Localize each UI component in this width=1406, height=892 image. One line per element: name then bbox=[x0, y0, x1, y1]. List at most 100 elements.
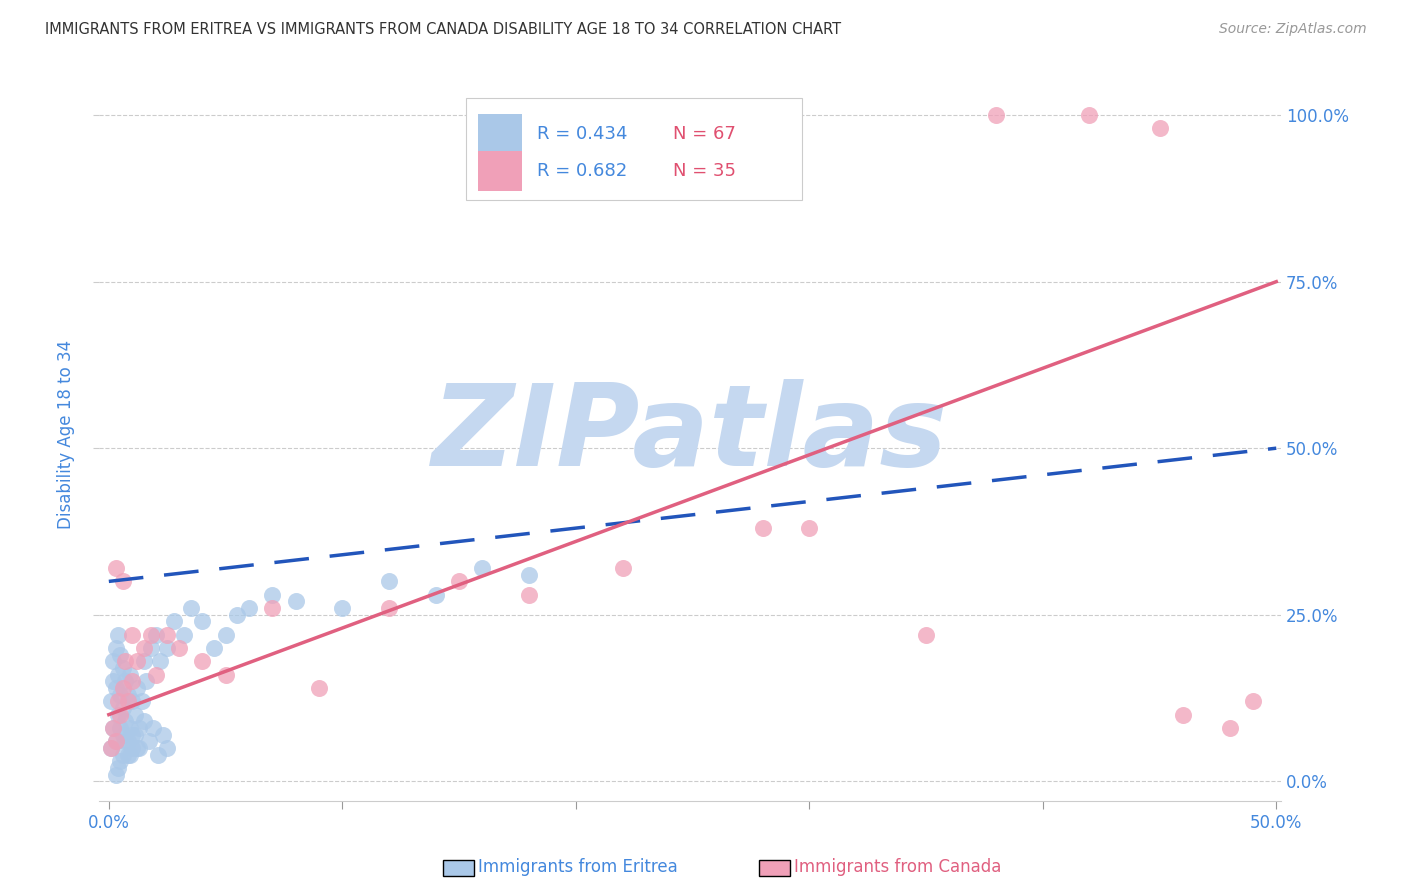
Point bbox=[107, 694, 129, 708]
Point bbox=[517, 588, 540, 602]
Point bbox=[163, 615, 186, 629]
Text: R = 0.682: R = 0.682 bbox=[537, 162, 627, 180]
Bar bbox=[478, 151, 523, 191]
Point bbox=[517, 567, 540, 582]
Point bbox=[1078, 108, 1101, 122]
Point bbox=[103, 654, 125, 668]
Point bbox=[284, 594, 307, 608]
Point bbox=[104, 681, 127, 695]
Point bbox=[915, 628, 938, 642]
Point bbox=[110, 688, 132, 702]
Point bbox=[145, 628, 167, 642]
Point bbox=[378, 601, 401, 615]
Text: N = 35: N = 35 bbox=[672, 162, 735, 180]
Point bbox=[124, 728, 146, 742]
Point bbox=[145, 667, 167, 681]
Point bbox=[471, 561, 494, 575]
Point bbox=[132, 654, 155, 668]
Point bbox=[152, 728, 174, 742]
Text: N = 67: N = 67 bbox=[672, 126, 735, 144]
Point bbox=[132, 640, 155, 655]
Point bbox=[238, 601, 260, 615]
Point bbox=[378, 574, 401, 589]
Point bbox=[121, 628, 143, 642]
Point bbox=[139, 628, 162, 642]
Point bbox=[308, 681, 330, 695]
Point bbox=[117, 694, 139, 708]
Point bbox=[117, 747, 139, 762]
Point bbox=[156, 640, 179, 655]
Point bbox=[111, 728, 134, 742]
Point bbox=[100, 740, 122, 755]
Point bbox=[146, 747, 169, 762]
FancyBboxPatch shape bbox=[465, 98, 803, 201]
Point bbox=[104, 561, 127, 575]
Point bbox=[118, 721, 141, 735]
Point bbox=[262, 601, 284, 615]
Point bbox=[117, 688, 139, 702]
Point bbox=[984, 108, 1007, 122]
Text: Immigrants from Eritrea: Immigrants from Eritrea bbox=[478, 858, 678, 876]
Point bbox=[103, 721, 125, 735]
Point bbox=[226, 607, 249, 622]
Point bbox=[1149, 121, 1171, 136]
Point bbox=[799, 521, 821, 535]
Point bbox=[139, 640, 162, 655]
Point bbox=[100, 740, 122, 755]
Point bbox=[114, 654, 136, 668]
Point bbox=[425, 588, 447, 602]
Point bbox=[191, 654, 214, 668]
Point bbox=[131, 694, 153, 708]
Point bbox=[103, 674, 125, 689]
Point bbox=[180, 601, 202, 615]
Point bbox=[125, 740, 148, 755]
Point bbox=[117, 734, 139, 748]
Point bbox=[103, 721, 125, 735]
Point bbox=[121, 674, 143, 689]
Point bbox=[114, 714, 136, 729]
Point bbox=[156, 628, 179, 642]
Point bbox=[330, 601, 353, 615]
Point bbox=[214, 667, 236, 681]
Point bbox=[173, 628, 195, 642]
Point bbox=[156, 740, 179, 755]
Point bbox=[110, 721, 132, 735]
Point bbox=[111, 747, 134, 762]
Point bbox=[104, 734, 127, 748]
Text: IMMIGRANTS FROM ERITREA VS IMMIGRANTS FROM CANADA DISABILITY AGE 18 TO 34 CORREL: IMMIGRANTS FROM ERITREA VS IMMIGRANTS FR… bbox=[45, 22, 841, 37]
Text: R = 0.434: R = 0.434 bbox=[537, 126, 627, 144]
Y-axis label: Disability Age 18 to 34: Disability Age 18 to 34 bbox=[58, 341, 75, 530]
Point bbox=[118, 747, 141, 762]
Point bbox=[111, 701, 134, 715]
Point bbox=[100, 694, 122, 708]
Point bbox=[104, 640, 127, 655]
Point bbox=[1219, 721, 1241, 735]
Point bbox=[191, 615, 214, 629]
Point bbox=[110, 707, 132, 722]
Point bbox=[111, 661, 134, 675]
Point bbox=[449, 574, 471, 589]
Point bbox=[1171, 707, 1194, 722]
Point bbox=[262, 588, 284, 602]
Point bbox=[128, 740, 150, 755]
Point bbox=[125, 654, 148, 668]
Point bbox=[118, 667, 141, 681]
Point bbox=[121, 694, 143, 708]
Point bbox=[149, 654, 172, 668]
Point bbox=[124, 707, 146, 722]
Text: Immigrants from Canada: Immigrants from Canada bbox=[794, 858, 1001, 876]
Point bbox=[125, 681, 148, 695]
Point bbox=[214, 628, 236, 642]
Point bbox=[107, 628, 129, 642]
Point bbox=[1241, 694, 1264, 708]
Point bbox=[111, 574, 134, 589]
Point bbox=[142, 721, 165, 735]
Point bbox=[128, 721, 150, 735]
Point bbox=[138, 734, 160, 748]
Text: Source: ZipAtlas.com: Source: ZipAtlas.com bbox=[1219, 22, 1367, 37]
Bar bbox=[478, 114, 523, 154]
Point bbox=[121, 740, 143, 755]
Point bbox=[135, 674, 157, 689]
Point bbox=[751, 521, 773, 535]
Point bbox=[111, 681, 134, 695]
